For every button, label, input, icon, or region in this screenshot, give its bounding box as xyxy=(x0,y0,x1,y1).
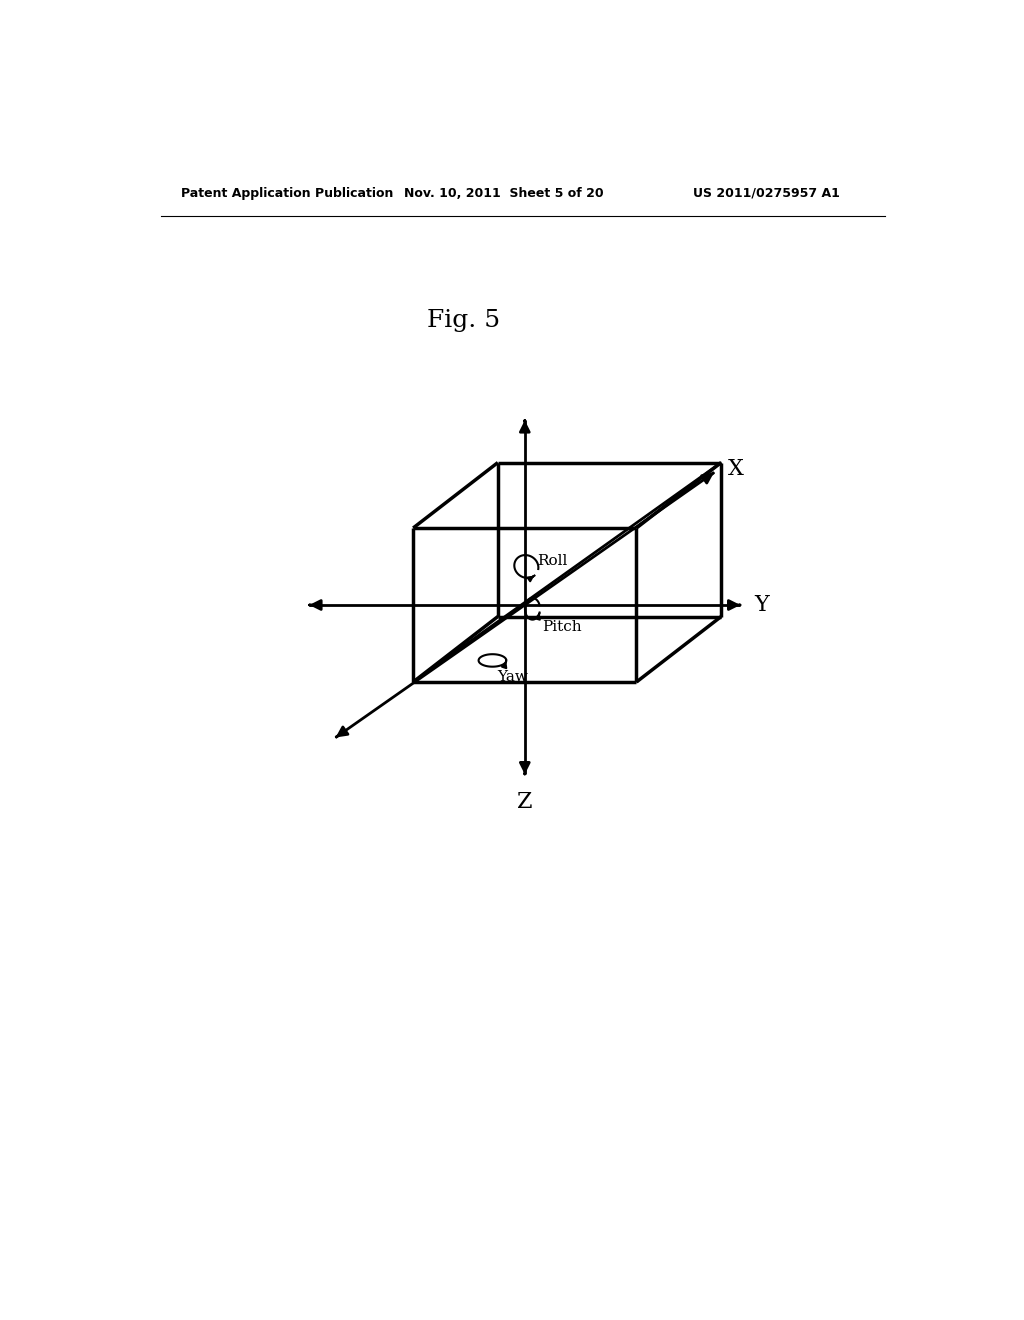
Text: Nov. 10, 2011  Sheet 5 of 20: Nov. 10, 2011 Sheet 5 of 20 xyxy=(403,186,603,199)
Text: X: X xyxy=(728,458,743,479)
Text: Roll: Roll xyxy=(538,554,567,568)
Text: Fig. 5: Fig. 5 xyxy=(427,309,500,331)
Text: Y: Y xyxy=(755,594,769,616)
Text: Patent Application Publication: Patent Application Publication xyxy=(180,186,393,199)
Text: US 2011/0275957 A1: US 2011/0275957 A1 xyxy=(692,186,840,199)
Text: Yaw: Yaw xyxy=(497,669,528,684)
Text: Pitch: Pitch xyxy=(542,619,582,634)
Text: Z: Z xyxy=(517,792,532,813)
